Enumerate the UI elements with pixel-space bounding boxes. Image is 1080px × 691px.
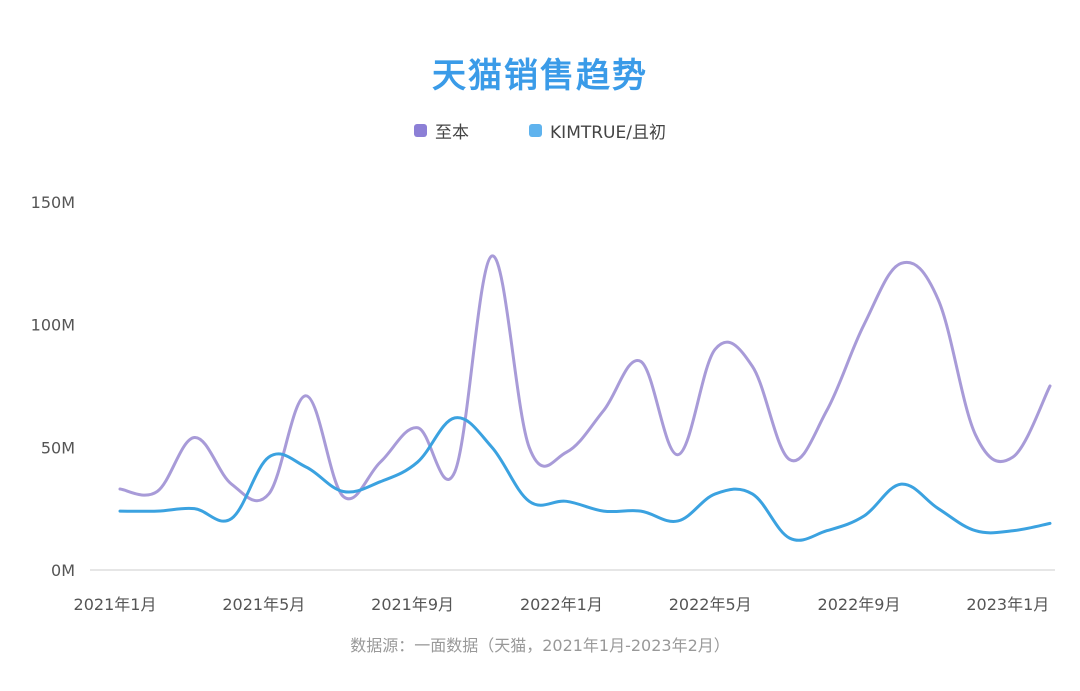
legend-item-series2[interactable]: KIMTRUE/且初 bbox=[529, 118, 666, 143]
legend-swatch-series2 bbox=[529, 124, 543, 137]
x-tick-label: 2021年5月 bbox=[222, 595, 305, 614]
x-tick-label: 2022年1月 bbox=[520, 595, 603, 614]
legend-label-series1: 至本 bbox=[435, 123, 470, 143]
x-tick-label: 2022年5月 bbox=[669, 595, 752, 614]
y-tick-label: 0M bbox=[51, 561, 75, 580]
y-tick-label: 100M bbox=[31, 316, 75, 335]
x-tick-label: 2021年1月 bbox=[74, 595, 157, 614]
series-line-1 bbox=[118, 254, 1052, 503]
legend: 至本 KIMTRUE/且初 bbox=[0, 118, 1080, 143]
y-tick-label: 150M bbox=[31, 193, 75, 212]
legend-swatch-series1 bbox=[414, 124, 428, 137]
series-line-2 bbox=[118, 416, 1052, 542]
x-tick-label: 2023年1月 bbox=[966, 595, 1049, 614]
x-tick-label: 2022年9月 bbox=[818, 595, 901, 614]
legend-label-series2: KIMTRUE/且初 bbox=[550, 123, 666, 143]
legend-item-series1[interactable]: 至本 bbox=[414, 118, 469, 143]
x-tick-label: 2021年9月 bbox=[371, 595, 454, 614]
data-source-note: 数据源：一面数据（天猫，2021年1月-2023年2月） bbox=[350, 636, 730, 655]
y-tick-label: 50M bbox=[41, 438, 75, 457]
chart-title: 天猫销售趋势 bbox=[432, 56, 648, 96]
